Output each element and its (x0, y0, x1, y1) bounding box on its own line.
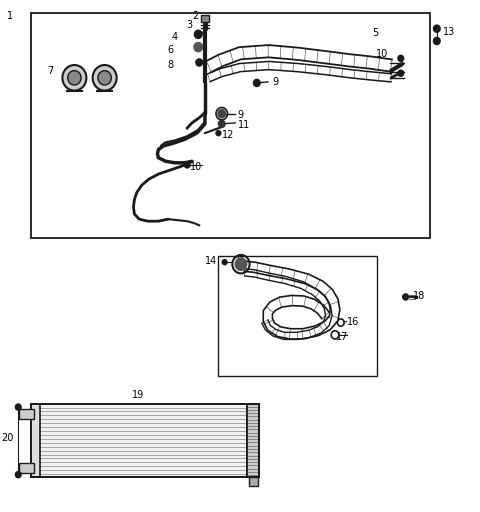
Circle shape (398, 55, 404, 61)
Circle shape (398, 70, 404, 76)
Circle shape (196, 59, 203, 66)
Circle shape (235, 258, 247, 270)
Bar (218, 256, 377, 376)
Circle shape (15, 472, 21, 478)
Text: 4: 4 (172, 32, 178, 42)
Text: 1: 1 (7, 11, 13, 22)
Text: 18: 18 (413, 291, 425, 301)
Text: 14: 14 (204, 256, 217, 266)
Text: 2: 2 (192, 11, 198, 22)
Bar (19, 409, 34, 419)
Circle shape (216, 131, 221, 136)
Bar (31, 13, 430, 238)
Circle shape (184, 162, 190, 168)
Text: 15: 15 (235, 256, 248, 266)
Bar (31, 404, 40, 477)
Circle shape (433, 37, 440, 45)
Circle shape (15, 404, 21, 410)
Bar (247, 404, 259, 477)
Bar (249, 477, 258, 486)
Text: 10: 10 (190, 162, 202, 173)
Text: 5: 5 (372, 28, 378, 38)
Text: 9: 9 (273, 77, 279, 87)
Text: 17: 17 (336, 332, 348, 342)
Circle shape (253, 79, 260, 87)
Text: 8: 8 (167, 59, 173, 70)
Circle shape (222, 260, 227, 265)
Circle shape (218, 110, 226, 118)
Circle shape (62, 65, 86, 91)
Text: 20: 20 (1, 433, 13, 443)
Circle shape (68, 71, 81, 85)
Text: 11: 11 (238, 120, 250, 131)
Circle shape (194, 30, 202, 38)
Circle shape (403, 294, 408, 300)
Circle shape (337, 319, 344, 326)
Circle shape (218, 120, 225, 127)
Circle shape (194, 42, 203, 52)
Bar (31, 404, 247, 477)
Text: 19: 19 (132, 390, 144, 400)
Circle shape (331, 331, 339, 339)
Text: 3: 3 (186, 19, 192, 30)
Text: 7: 7 (48, 66, 54, 76)
Text: 6: 6 (167, 45, 173, 55)
Circle shape (98, 71, 111, 85)
Bar (201, 15, 209, 22)
Circle shape (433, 25, 440, 32)
Bar (19, 463, 34, 473)
Text: 12: 12 (222, 130, 234, 140)
Text: 13: 13 (443, 27, 455, 37)
Circle shape (93, 65, 117, 91)
Text: 10: 10 (375, 49, 388, 59)
Text: 9: 9 (238, 110, 244, 120)
Text: 16: 16 (347, 316, 359, 327)
